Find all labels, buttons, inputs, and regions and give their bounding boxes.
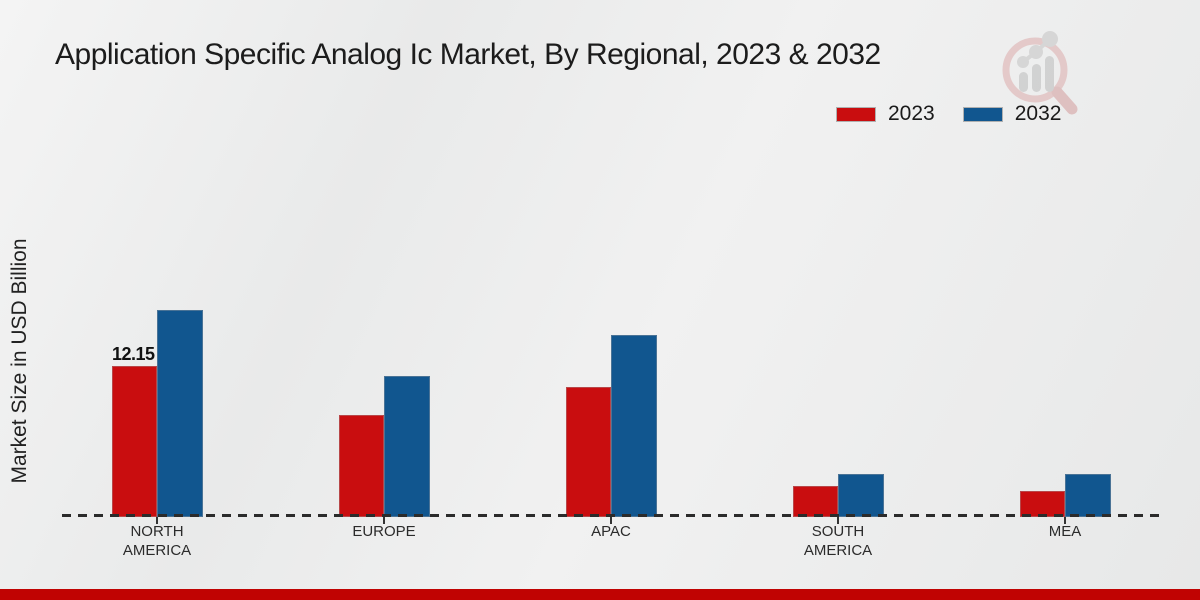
legend-label-2023: 2023 [888, 102, 935, 125]
chart-legend: 2023 2032 [836, 102, 1061, 126]
chart-title: Application Specific Analog Ic Market, B… [55, 38, 881, 71]
x-axis-label-mea: MEA [1048, 523, 1082, 540]
x-axis-tick-mea [1064, 517, 1066, 524]
bar-2023-north-america [112, 366, 157, 517]
bar-2023-apac [566, 387, 611, 517]
bar-2032-apac [611, 335, 657, 517]
x-axis-tick-north-america [156, 517, 158, 524]
x-axis-label-south-america: SOUTH AMERICA [803, 523, 873, 559]
x-axis-tick-south-america [837, 517, 839, 524]
x-axis-baseline [62, 514, 1160, 517]
legend-swatch-2023 [836, 106, 876, 122]
bar-2032-south-america [838, 474, 884, 517]
x-axis-label-north-america: NORTH AMERICA [122, 523, 192, 559]
bar-2032-north-america [157, 310, 203, 517]
x-axis-tick-europe [383, 517, 385, 524]
legend-label-2032: 2032 [1014, 102, 1062, 125]
bar-data-label-2023: 12.15 [112, 344, 155, 364]
legend-swatch-2032 [962, 106, 1003, 122]
legend-item-2032: 2032 [962, 102, 1062, 126]
x-axis-label-europe: EUROPE [352, 523, 416, 540]
bar-2023-europe [339, 415, 384, 517]
magnifier-bar-chart-logo-icon [1002, 31, 1078, 115]
footer-accent-bar [0, 589, 1200, 600]
bar-2023-south-america [793, 486, 838, 517]
bar-2023-mea [1020, 491, 1065, 517]
legend-item-2023: 2023 [836, 102, 935, 126]
bar-2032-mea [1065, 474, 1111, 517]
x-axis-label-apac: APAC [591, 523, 631, 540]
x-axis-tick-apac [610, 517, 612, 524]
bar-2032-europe [384, 376, 430, 517]
